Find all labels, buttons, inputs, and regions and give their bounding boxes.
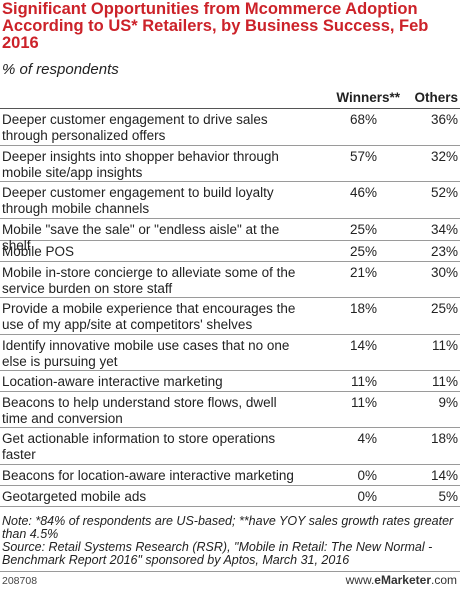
winners-value: 0% (357, 468, 377, 483)
row-label: Provide a mobile experience that encoura… (2, 301, 296, 332)
column-header-others: Others (414, 90, 458, 105)
table-row: Deeper insights into shopper behavior th… (0, 146, 460, 182)
note-text: Note: *84% of respondents are US-based; … (2, 514, 454, 541)
winners-value: 11% (350, 374, 377, 389)
chart-note: Note: *84% of respondents are US-based; … (2, 515, 458, 567)
table-row: Mobile in-store concierge to alleviate s… (0, 262, 460, 298)
others-value: 11% (431, 374, 458, 389)
chart-subtitle: % of respondents (2, 61, 119, 78)
winners-value: 18% (349, 301, 377, 316)
row-label: Geotargeted mobile ads (2, 489, 147, 504)
row-label: Mobile "save the sale" or "endless aisle… (2, 222, 280, 253)
brand-name: eMarketer (374, 573, 431, 587)
data-table: Deeper customer engagement to drive sale… (0, 109, 460, 507)
row-label: Beacons for location-aware interactive m… (2, 468, 294, 483)
others-value: 14% (430, 468, 458, 483)
row-label: Deeper customer engagement to drive sale… (2, 112, 268, 143)
others-value: 30% (430, 265, 458, 280)
others-value: 36% (430, 112, 458, 127)
brand-logo: www.eMarketer.com (346, 573, 457, 587)
chart-title: Significant Opportunities from Mcommerce… (2, 0, 429, 52)
row-label: Deeper customer engagement to build loya… (2, 185, 274, 216)
others-value: 11% (431, 338, 458, 353)
row-label: Identify innovative mobile use cases tha… (2, 338, 290, 369)
table-top-rule (0, 108, 460, 109)
winners-value: 4% (357, 431, 377, 446)
table-row: Geotargeted mobile ads 0% 5% (0, 486, 460, 507)
footer-rule (0, 571, 460, 572)
table-row: Provide a mobile experience that encoura… (0, 298, 460, 335)
table-row: Beacons for location-aware interactive m… (0, 465, 460, 486)
table-row: Mobile "save the sale" or "endless aisle… (0, 219, 460, 253)
winners-value: 25% (349, 222, 377, 237)
table-row: Identify innovative mobile use cases tha… (0, 335, 460, 371)
chart-id: 208708 (2, 575, 38, 587)
row-label: Get actionable information to store oper… (2, 431, 276, 462)
winners-value: 11% (350, 395, 377, 410)
row-label: Deeper insights into shopper behavior th… (2, 149, 279, 180)
others-value: 34% (430, 222, 458, 237)
winners-value: 46% (349, 185, 377, 200)
others-value: 5% (438, 489, 458, 504)
others-value: 52% (430, 185, 458, 200)
others-value: 25% (430, 301, 458, 316)
winners-value: 57% (349, 149, 377, 164)
others-value: 9% (438, 395, 458, 410)
table-row: Mobile POS 25% 23% (0, 241, 460, 262)
table-row: Beacons to help understand store flows, … (0, 392, 460, 428)
winners-value: 68% (349, 112, 377, 127)
source-text: Source: Retail Systems Research (RSR), "… (2, 540, 433, 567)
winners-value: 25% (349, 244, 377, 259)
column-header-winners: Winners** (336, 90, 400, 105)
row-label: Mobile in-store concierge to alleviate s… (2, 265, 296, 296)
winners-value: 14% (349, 338, 377, 353)
winners-value: 21% (349, 265, 377, 280)
row-label: Location-aware interactive marketing (2, 374, 223, 389)
brand-suffix: .com (430, 573, 457, 587)
winners-value: 0% (357, 489, 377, 504)
brand-prefix: www. (345, 573, 375, 587)
row-label: Beacons to help understand store flows, … (2, 395, 277, 426)
table-row: Get actionable information to store oper… (0, 428, 460, 465)
others-value: 18% (430, 431, 458, 446)
row-label: Mobile POS (2, 244, 75, 259)
table-row: Deeper customer engagement to build loya… (0, 182, 460, 219)
table-row: Location-aware interactive marketing 11% 1… (0, 371, 460, 392)
others-value: 32% (430, 149, 458, 164)
others-value: 23% (430, 244, 458, 259)
table-row: Deeper customer engagement to drive sale… (0, 109, 460, 146)
